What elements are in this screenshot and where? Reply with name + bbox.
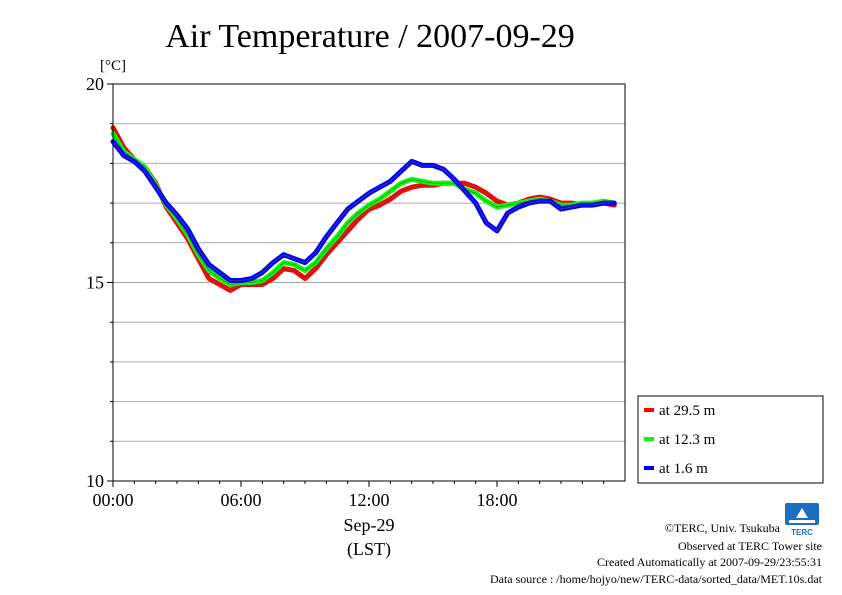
terc-logo: TERC (785, 503, 819, 537)
x-tick-label: 00:00 (92, 490, 133, 510)
x-tick-label: 12:00 (348, 490, 389, 510)
x-date-label: Sep-29 (344, 515, 395, 535)
y-tick-label: 20 (86, 74, 104, 94)
credit-created: Created Automatically at 2007-09-29/23:5… (597, 555, 822, 569)
y-axis-unit: [°C] (100, 58, 126, 74)
y-tick-label: 10 (86, 471, 104, 491)
y-tick-label: 15 (86, 273, 104, 293)
legend-label: at 1.6 m (659, 461, 708, 477)
credit-observed: Observed at TERC Tower site (678, 539, 822, 553)
axis-ticks: 10 15 20 00:00 06:00 12:00 18:00 (86, 74, 605, 510)
logo-text: TERC (791, 528, 813, 537)
legend: at 29.5 m at 12.3 m at 1.6 m (637, 395, 824, 484)
logo-base-bar (789, 520, 815, 523)
credit-source: Data source : /home/hojyo/new/TERC-data/… (490, 572, 823, 586)
chart-title: Air Temperature / 2007-09-29 (165, 18, 575, 55)
logo-tree-shape (796, 508, 808, 518)
series-core-3 (112, 141, 615, 281)
series-core-2 (112, 133, 615, 285)
x-tick-label: 06:00 (220, 490, 261, 510)
x-axis-label: (LST) (347, 539, 391, 560)
legend-label: at 12.3 m (659, 432, 716, 448)
legend-box (637, 395, 824, 484)
credit-copyright: ©TERC, Univ. Tsukuba (665, 521, 781, 535)
grid (113, 123, 625, 442)
x-tick-label: 18:00 (476, 490, 517, 510)
legend-label: at 29.5 m (659, 403, 716, 419)
series-lines (110, 125, 617, 293)
